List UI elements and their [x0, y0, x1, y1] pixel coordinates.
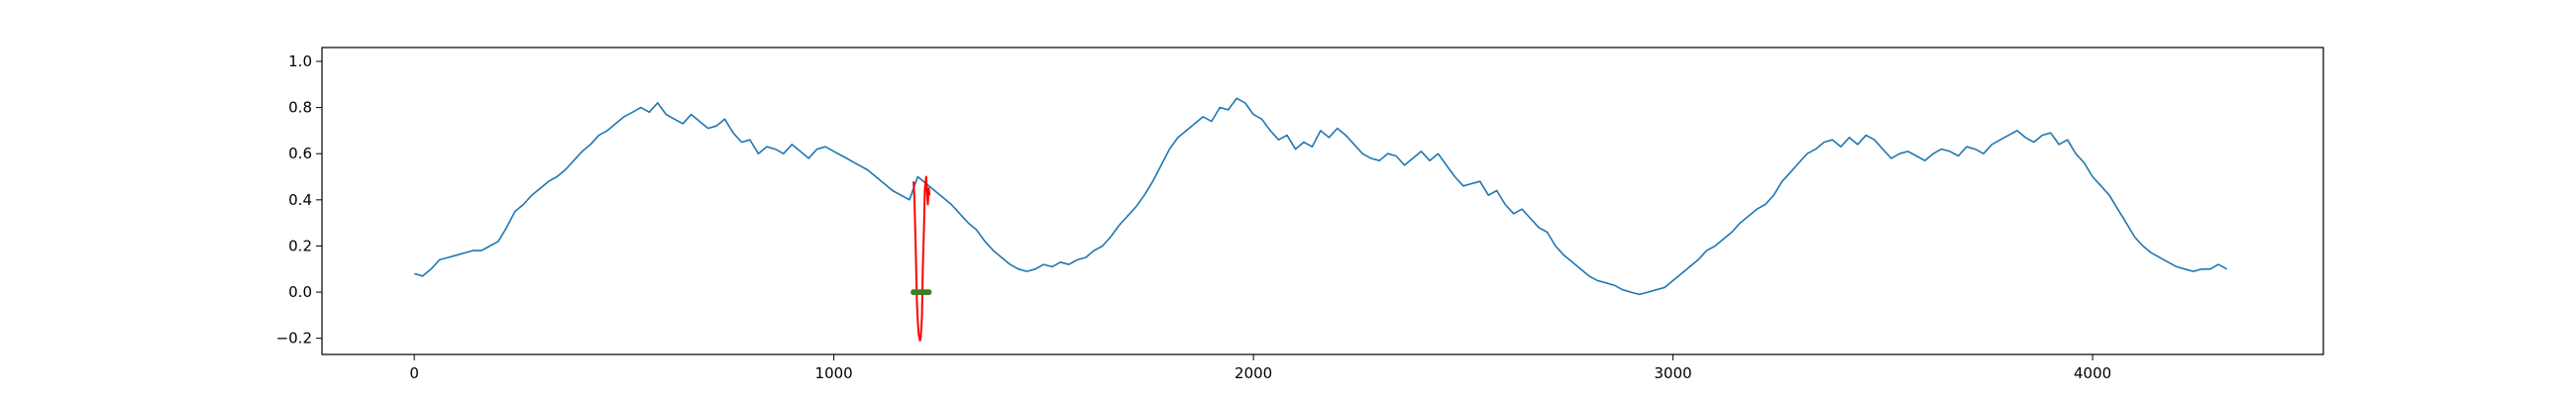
marker-layer [911, 289, 932, 296]
x-tick-label: 0 [409, 364, 419, 382]
series-line-anomaly [912, 175, 931, 342]
plot-background [322, 48, 2323, 354]
x-tick-label: 4000 [2074, 364, 2111, 382]
y-axis: −0.2 0.0 0.2 0.4 0.6 0.8 1.0 [276, 52, 322, 348]
y-tick-label: 0.4 [288, 191, 312, 209]
y-tick-label: −0.2 [276, 330, 312, 348]
anomaly-marker [925, 289, 932, 296]
y-tick-label: 0.8 [288, 99, 312, 117]
y-tick-label: 1.0 [288, 52, 312, 70]
x-tick-label: 1000 [815, 364, 853, 382]
plot-frame [321, 47, 2324, 355]
y-tick-label: 0.2 [288, 237, 312, 254]
y-tick-label: 0.6 [288, 145, 312, 162]
x-tick-label: 3000 [1655, 364, 1692, 382]
series-line-main [413, 97, 2227, 296]
x-tick-label: 2000 [1234, 364, 1272, 382]
x-axis: 0 1000 2000 3000 4000 [409, 354, 2111, 382]
series-layer [413, 97, 2227, 342]
y-tick-label: 0.0 [288, 283, 312, 301]
